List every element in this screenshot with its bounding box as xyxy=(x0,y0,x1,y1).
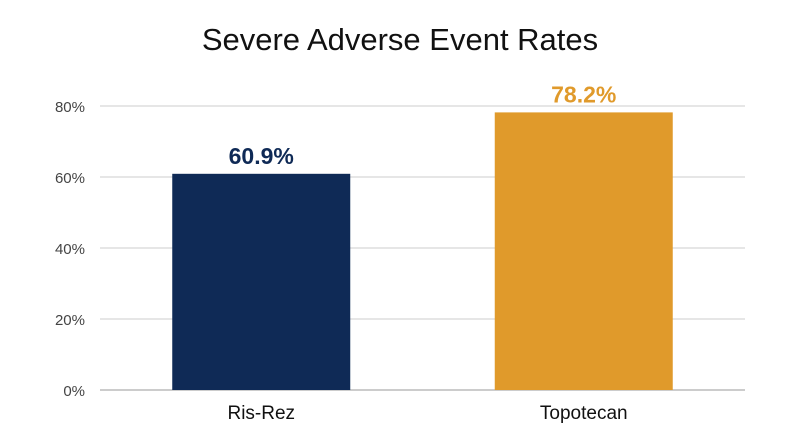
y-tick-label: 60% xyxy=(55,170,85,187)
y-tick-label: 80% xyxy=(55,99,85,116)
bar xyxy=(494,112,673,390)
x-tick-label: Ris-Rez xyxy=(227,403,295,424)
bar xyxy=(172,173,351,390)
data-label: 60.9% xyxy=(229,143,294,169)
chart-title: Severe Adverse Event Rates xyxy=(201,22,599,57)
y-tick-label: 40% xyxy=(55,241,85,258)
y-tick-label: 0% xyxy=(63,383,85,400)
x-tick-label: Topotecan xyxy=(540,403,628,424)
data-label: 78.2% xyxy=(551,81,616,107)
y-tick-label: 20% xyxy=(55,312,85,329)
